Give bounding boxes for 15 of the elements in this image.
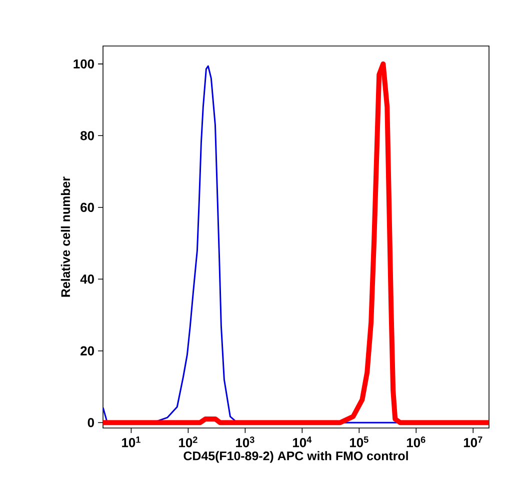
y-tick-label: 20 (80, 346, 94, 356)
y-tick-label: 100 (74, 59, 94, 68)
x-tick-label: 10$^{4}$ (293, 436, 312, 448)
x-tick-label: 10$^{6}$ (406, 436, 426, 448)
y-tick-label: 60 (80, 202, 94, 212)
x-tick-label: 10$^{5}$ (350, 436, 368, 448)
x-tick-label: 10$^{3}$ (236, 436, 254, 448)
y-axis-title: Relative cell number (60, 176, 70, 297)
x-tick-label: 10$^{2}$ (179, 436, 198, 448)
x-tick-label: 10$^{7}$ (464, 436, 482, 448)
y-tick-label: 0 (88, 418, 94, 428)
x-tick-label: 10$^{1}$ (122, 436, 140, 448)
x-axis-title: CD45(F10-89-2) APC with FMO control (184, 451, 408, 463)
y-tick-label: 40 (80, 274, 94, 284)
y-tick-label: 80 (80, 131, 94, 140)
